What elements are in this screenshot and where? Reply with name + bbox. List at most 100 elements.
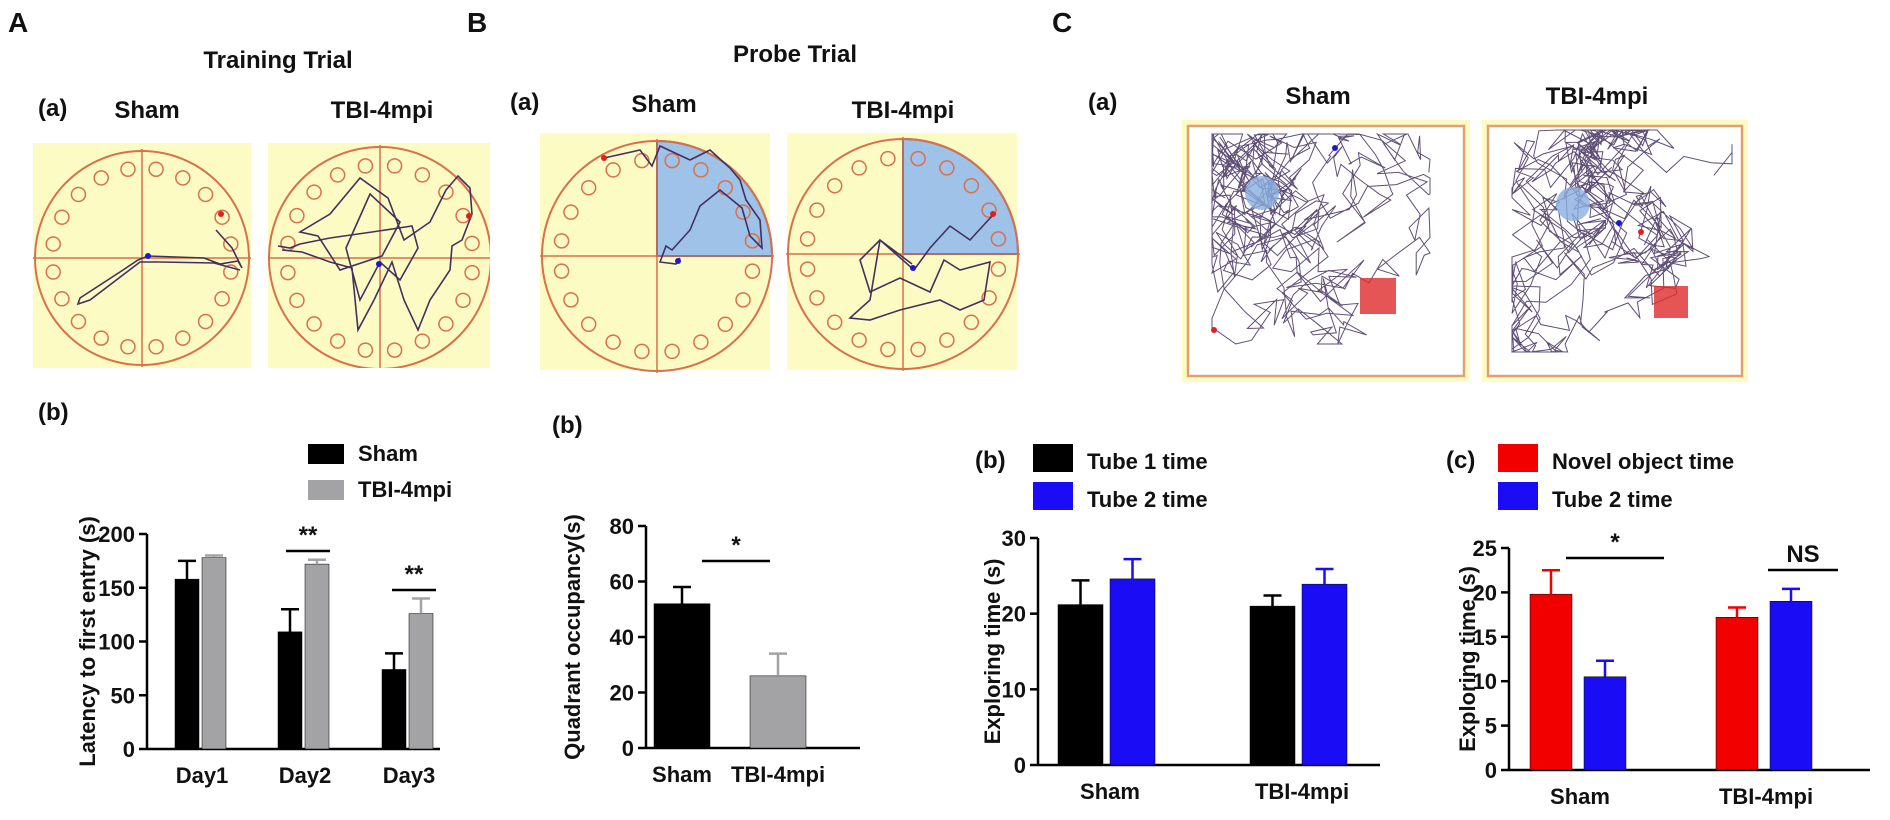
y-tick-label: 80: [610, 514, 634, 539]
significance-label: **: [299, 522, 318, 549]
platform-marker: [939, 332, 955, 348]
y-tick-label: 100: [98, 630, 135, 655]
y-axis-label: Exploring time (s): [1455, 566, 1480, 752]
x-tick-label: Day1: [176, 763, 229, 788]
chart-c-exploring-time-novel: 0 5 10 15 20 25 Exploring time (s) Sham TBI-4mpi…: [1455, 444, 1870, 809]
platform-marker: [93, 170, 109, 186]
y-tick-label: 30: [1002, 526, 1026, 551]
y-axis-label: Latency to first entry (s): [75, 516, 100, 767]
bar: [1769, 601, 1813, 771]
y-tick-label: 200: [98, 522, 135, 547]
platform-marker: [306, 316, 322, 332]
legend-label: Tube 1 time: [1087, 449, 1208, 474]
swim-path: [848, 215, 993, 321]
bar: [1583, 676, 1627, 771]
panel-c-field-label-sham: Sham: [1285, 83, 1350, 110]
platform-marker: [880, 150, 896, 167]
training-maze-sham: [33, 143, 251, 368]
legend-swatch: [1033, 444, 1073, 472]
bar: [304, 563, 330, 750]
platform-marker: [93, 330, 109, 346]
bar: [1301, 583, 1348, 766]
platform-marker: [223, 236, 239, 252]
start-point: [1332, 145, 1338, 151]
panel-a-sub-a: (a): [38, 95, 67, 122]
platform-marker: [175, 170, 191, 186]
platform-marker: [386, 342, 403, 358]
y-axis-label: Quadrant occupancy(s): [560, 514, 585, 760]
y-tick-label: 0: [1014, 753, 1026, 778]
end-point: [910, 265, 916, 271]
bar: [381, 669, 407, 750]
platform-marker: [880, 341, 896, 358]
y-tick-label: 20: [610, 681, 634, 706]
legend-swatch: [1498, 482, 1538, 510]
platform-marker: [809, 290, 825, 306]
platform-marker: [280, 264, 296, 281]
novel-object-icon: [1360, 278, 1396, 314]
platform-marker: [289, 207, 305, 224]
object-tube-icon: [1245, 176, 1279, 210]
platform-marker: [910, 341, 926, 358]
bar: [201, 557, 227, 750]
y-tick-label: 0: [622, 736, 634, 761]
probe-maze-tbi: [786, 133, 1020, 371]
x-tick-label: TBI-4mpi: [1255, 779, 1349, 804]
chart-c-exploring-time-tubes: 0 10 20 30 Exploring time (s) Sham TBI-4mpi Tub…: [980, 444, 1380, 804]
platform-marker: [289, 292, 305, 309]
platform-marker: [939, 160, 955, 176]
legend-label: Sham: [358, 441, 418, 466]
platform-marker: [990, 231, 1007, 247]
platform-marker: [120, 161, 136, 177]
swim-path: [277, 174, 473, 333]
y-tick-label: 20: [1002, 602, 1026, 627]
panel-b-sub-b: (b): [552, 412, 583, 439]
platform-marker: [223, 264, 239, 280]
start-point: [466, 213, 472, 219]
y-tick-label: 20: [1473, 580, 1497, 605]
platform-marker: [799, 231, 816, 247]
y-tick-label: 50: [111, 683, 135, 708]
platform-marker: [357, 158, 374, 174]
y-tick-label: 25: [1473, 536, 1497, 561]
panel-letter-a: A: [8, 7, 28, 38]
platform-marker: [438, 316, 454, 332]
platform-marker: [148, 161, 164, 177]
start-point: [990, 211, 996, 217]
platform-marker: [605, 162, 621, 178]
y-tick-label: 60: [610, 570, 634, 595]
panel-c-sub-b: (b): [975, 447, 1006, 474]
panel-b-maze-label-tbi: TBI-4mpi: [852, 97, 955, 124]
end-point: [675, 258, 681, 264]
platform-marker: [580, 316, 597, 333]
platform-marker: [329, 333, 346, 349]
platform-marker: [664, 343, 680, 360]
bar: [408, 613, 434, 750]
panel-a-title: Training Trial: [203, 47, 352, 74]
novel-object-icon: [1654, 286, 1688, 318]
panel-a-sub-b: (b): [38, 399, 69, 426]
y-tick-label: 15: [1473, 625, 1497, 650]
x-tick-label: Day2: [279, 763, 332, 788]
platform-marker: [851, 160, 867, 176]
panel-c-sub-c: (c): [1446, 447, 1475, 474]
y-tick-label: 0: [123, 737, 135, 762]
panel-b-title: Probe Trial: [733, 41, 857, 68]
open-field-sham: [1182, 120, 1470, 382]
platform-marker: [306, 184, 322, 200]
platform-marker: [386, 158, 403, 174]
platform-marker: [693, 334, 709, 350]
platform-marker: [735, 204, 751, 220]
platform-marker: [717, 316, 734, 333]
platform-marker: [455, 292, 471, 309]
platform-marker: [809, 202, 825, 218]
platform-marker: [826, 177, 843, 194]
legend-swatch: [1033, 482, 1073, 510]
significance-label: NS: [1786, 541, 1819, 568]
platform-marker: [553, 263, 570, 279]
chart-b-quadrant-occupancy: 0 20 40 60 80 Quadrant occupancy(s) Sham TBI-4m…: [560, 514, 860, 787]
bar: [1057, 604, 1104, 766]
bar: [653, 603, 711, 749]
legend-label: Tube 2 time: [1552, 487, 1673, 512]
significance-label: *: [1610, 529, 1620, 556]
